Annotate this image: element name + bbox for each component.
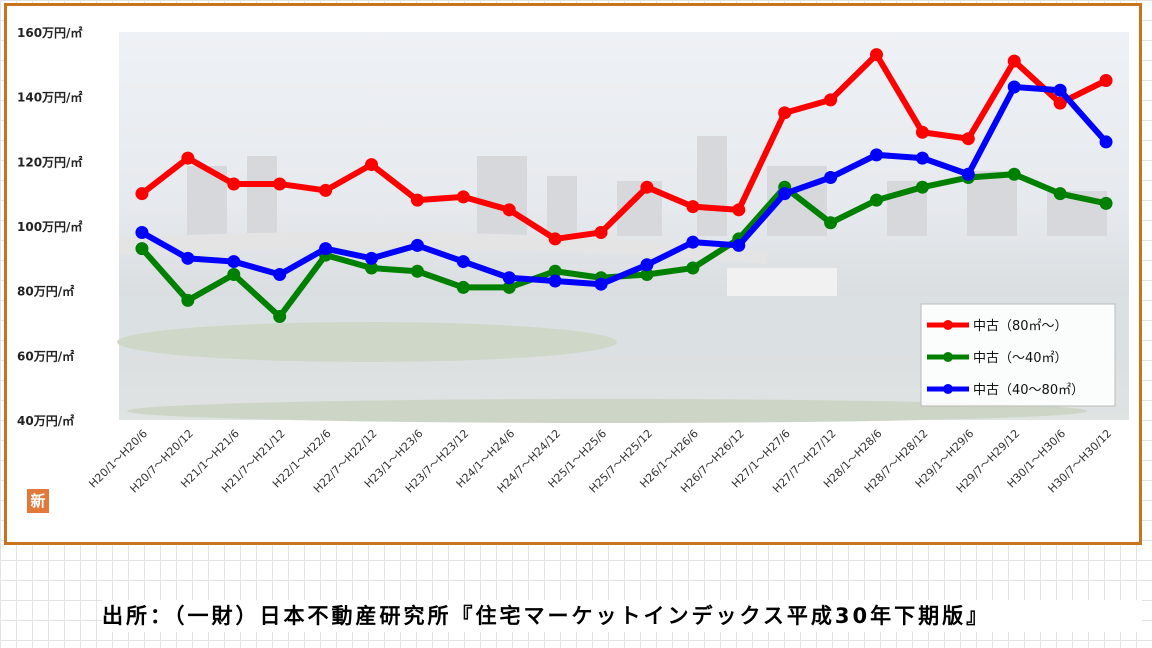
data-point [778,106,792,120]
data-point [227,177,241,191]
data-point [227,268,241,281]
chart-frame: 40万円/㎡ 60万円/㎡ 80万円/㎡ 100万円/㎡ 120万円/㎡ 140万円/㎡ 1… [4,3,1142,545]
data-point [181,293,195,307]
shin-badge-icon: 新 [27,489,49,513]
data-point [870,148,883,162]
legend-marker [943,320,953,330]
data-point [365,261,378,275]
data-point [686,235,700,249]
data-point [502,203,516,217]
legend: 中古（80㎡～） 中古（～40㎡） 中古（40～80㎡） [920,303,1116,407]
data-point [640,258,654,272]
data-point [1099,74,1113,87]
data-point [410,264,424,278]
legend-marker [943,384,953,394]
series-line [138,51,1110,242]
data-point [686,200,700,214]
legend-label: 中古（～40㎡） [973,351,1068,366]
data-point [870,193,883,207]
data-point [1099,196,1113,210]
data-point [1007,80,1021,94]
data-point [1007,167,1021,181]
data-point [456,255,470,269]
legend-label: 中古（40～80㎡） [973,383,1084,398]
background-photo [117,32,1129,423]
plot-area [135,48,1113,324]
data-point [456,190,470,204]
data-point [915,180,929,194]
y-tick-label: 60万円/㎡ [17,348,74,363]
data-point [732,203,746,217]
data-point [365,158,378,172]
line-chart: 40万円/㎡ 60万円/㎡ 80万円/㎡ 100万円/㎡ 120万円/㎡ 140万円/㎡ 1… [17,25,1129,496]
y-axis: 40万円/㎡ 60万円/㎡ 80万円/㎡ 100万円/㎡ 120万円/㎡ 140万円/㎡ 1… [17,25,82,428]
data-point [502,280,516,294]
x-axis: H20/1～H20/6H20/7～H20/12H21/1～H21/6H21/7～… [86,427,1114,496]
data-point [1053,187,1067,201]
data-point [548,264,562,278]
data-point [273,177,287,191]
data-point [686,261,700,275]
data-point [319,242,333,256]
data-point [502,271,516,285]
data-point [135,187,149,201]
y-tick-label: 100万円/㎡ [17,219,82,234]
y-tick-label: 120万円/㎡ [17,154,82,169]
data-point [135,242,149,256]
data-point [640,180,654,194]
data-point [456,280,470,294]
legend-label: 中古（80㎡～） [973,319,1068,334]
data-point [778,187,792,201]
data-point [1053,83,1067,97]
data-point [1053,96,1067,110]
data-point [732,238,746,252]
data-point [319,183,333,197]
data-point [640,268,654,281]
data-point [961,132,975,146]
data-point [273,268,287,281]
data-point [181,151,195,165]
data-point [548,274,562,288]
data-point [273,310,287,324]
y-tick-label: 40万円/㎡ [17,413,74,428]
data-point [870,48,883,62]
data-point [915,151,929,165]
y-tick-label: 160万円/㎡ [17,25,82,40]
data-point [227,255,241,269]
data-point [548,232,562,246]
data-point [181,251,195,265]
data-point [1099,135,1113,149]
data-point [410,193,424,207]
y-tick-label: 80万円/㎡ [17,284,74,299]
series-line [138,83,1110,288]
data-point [594,225,608,239]
data-point [824,171,838,184]
data-point [824,93,838,107]
data-point [365,251,378,265]
source-caption: 出所：（一財）日本不動産研究所『住宅マーケットインデックス平成30年下期版』 [102,600,1142,632]
data-point [594,277,608,291]
y-tick-label: 140万円/㎡ [17,90,82,105]
data-point [824,216,838,230]
data-point [1007,54,1021,68]
data-point [961,167,975,181]
legend-marker [943,352,953,362]
data-point [915,125,929,139]
data-point [410,238,424,252]
data-point [135,225,149,239]
